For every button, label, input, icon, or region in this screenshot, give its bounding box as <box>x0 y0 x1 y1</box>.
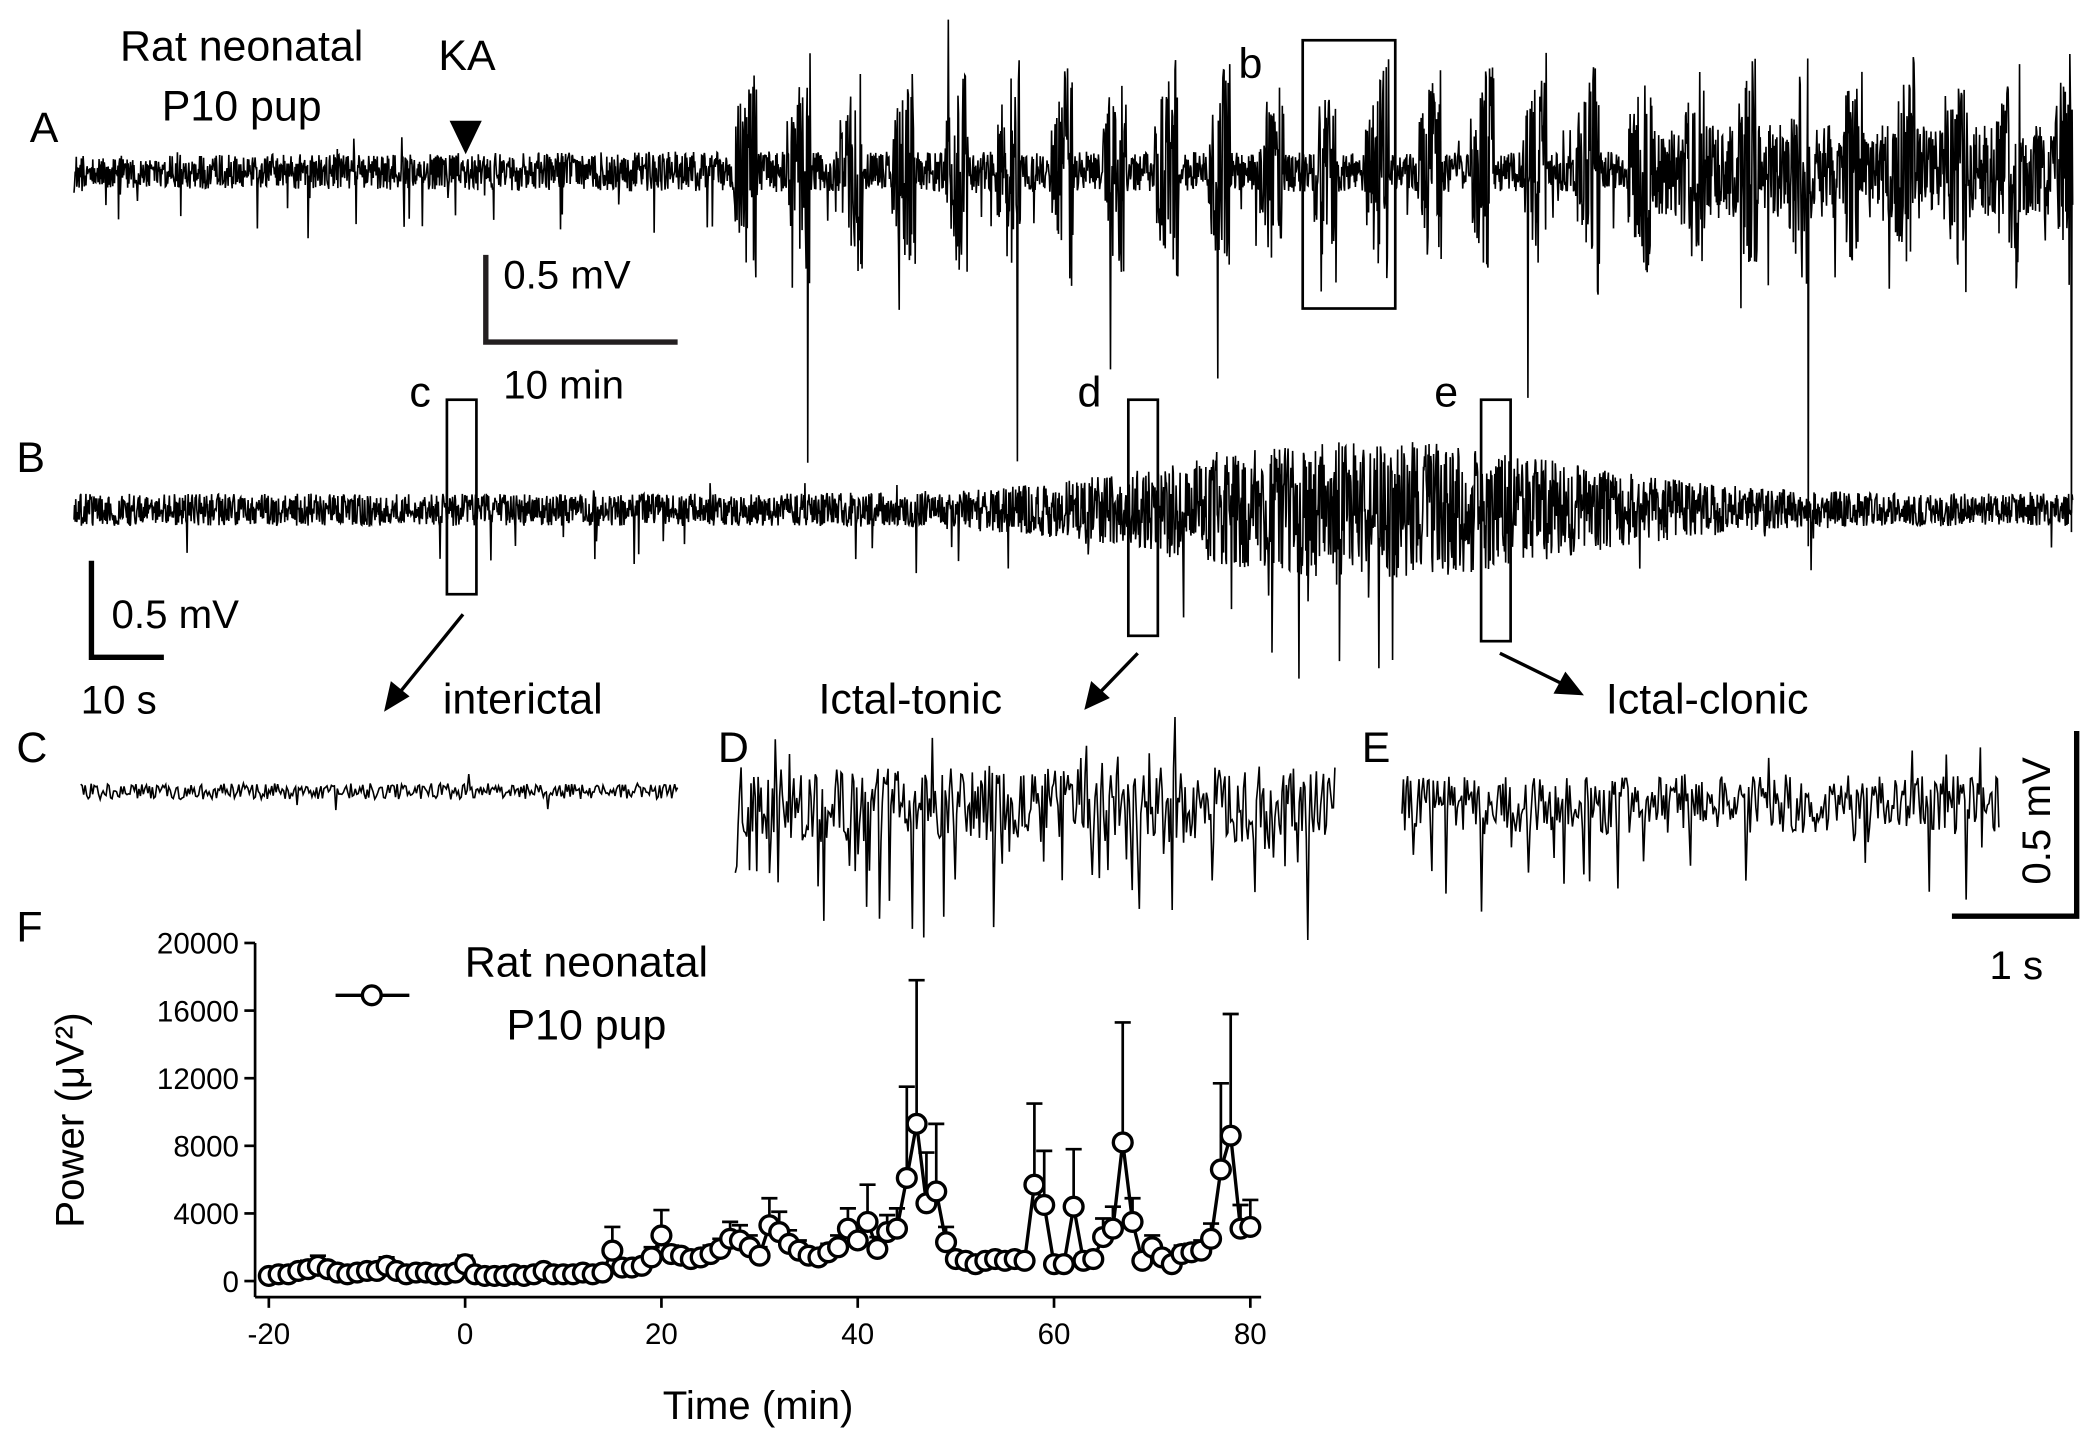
data-point <box>885 1217 909 1240</box>
caption: Ictal-tonic <box>818 676 1002 724</box>
data-point <box>1209 1158 1232 1181</box>
data-point <box>601 1239 624 1262</box>
scale-label: 0.5 mV <box>2014 757 2059 885</box>
error-bar <box>898 1085 915 1178</box>
traces <box>73 19 2074 941</box>
arrowhead <box>449 120 482 155</box>
data-point <box>905 1112 928 1135</box>
data-point <box>895 1166 918 1190</box>
legend-label: Rat neonatal P10 pup <box>465 939 708 1050</box>
error-bar <box>1222 1012 1239 1136</box>
x-tick-label: -20 <box>248 1318 291 1351</box>
error-bar <box>1114 1021 1131 1143</box>
caption: interictal <box>443 676 603 724</box>
legend-marker <box>360 984 383 1007</box>
data-point <box>591 1261 614 1284</box>
x-tick-label: 60 <box>1038 1318 1071 1351</box>
data-point <box>827 1236 850 1259</box>
error-bar <box>1212 1081 1229 1170</box>
data-point <box>748 1244 771 1267</box>
y-tick-label: 20000 <box>157 928 239 961</box>
drug-marker: KA <box>438 32 496 80</box>
panel-label: B <box>16 434 45 482</box>
panel-label: D <box>718 724 749 772</box>
panel-title: Rat neonatal <box>120 22 363 70</box>
data-point <box>1219 1124 1242 1147</box>
eeg-trace <box>73 442 2074 679</box>
panel-label: F <box>16 904 42 952</box>
scale-label: 10 min <box>503 362 624 407</box>
data-point <box>1033 1193 1056 1217</box>
panel-title: P10 pup <box>162 83 322 131</box>
data-point <box>1199 1227 1223 1250</box>
data-point <box>934 1231 958 1254</box>
data-point <box>925 1180 948 1203</box>
scale-bar <box>1951 731 2080 919</box>
eeg-trace <box>73 19 2074 547</box>
scale-label: 0.5 mV <box>503 252 631 297</box>
error-bar <box>908 978 925 1124</box>
y-tick-label: 4000 <box>173 1198 239 1231</box>
y-tick-label: 12000 <box>157 1063 239 1096</box>
data-point <box>846 1229 869 1252</box>
eeg-trace <box>734 716 1336 941</box>
box-label: c <box>409 368 430 416</box>
data-point <box>1013 1249 1036 1272</box>
x-tick-label: 0 <box>457 1318 473 1351</box>
y-axis-label: Power (μV²) <box>47 1012 92 1227</box>
data-point <box>856 1210 879 1233</box>
scale-bar <box>483 254 678 345</box>
panel-label: A <box>30 104 59 152</box>
scale-bar <box>88 560 164 660</box>
data-point <box>866 1237 889 1260</box>
y-tick-label: 16000 <box>157 995 239 1028</box>
data-point <box>1101 1217 1124 1240</box>
zoom-box <box>445 398 478 596</box>
caption: Ictal-clonic <box>1606 676 1809 724</box>
arrows <box>384 613 1584 712</box>
data-point <box>640 1246 663 1269</box>
data-point <box>1111 1131 1134 1154</box>
data-point <box>1082 1248 1105 1271</box>
y-tick-label: 0 <box>223 1266 239 1299</box>
x-tick-label: 80 <box>1234 1318 1267 1351</box>
box-label: d <box>1077 368 1101 416</box>
y-tick-label: 8000 <box>173 1131 239 1164</box>
scale-label: 0.5 mV <box>112 592 240 637</box>
data-point <box>1062 1195 1085 1218</box>
scale-label: 10 s <box>81 678 157 723</box>
x-tick-label: 20 <box>645 1318 678 1351</box>
data-point <box>650 1224 673 1247</box>
error-bar <box>1026 1102 1043 1185</box>
box-label: e <box>1434 368 1458 416</box>
x-axis-label: Time (min) <box>663 1383 854 1428</box>
x-tick-label: 40 <box>841 1318 874 1351</box>
scale-label: 1 s <box>1989 943 2043 988</box>
data-point <box>1023 1173 1046 1196</box>
eeg-trace <box>1401 747 2000 912</box>
zoom-box <box>1126 398 1160 638</box>
panel-label: E <box>1362 724 1391 772</box>
error-bar <box>928 1122 945 1192</box>
data-point <box>1121 1210 1144 1233</box>
data-point <box>1052 1253 1075 1276</box>
data-point <box>1239 1215 1262 1239</box>
panel-label: C <box>16 724 47 772</box>
eeg-trace <box>80 774 679 811</box>
box-label: b <box>1238 40 1262 88</box>
power-chart: 0 4000 8000 12000 16000 20000 -20 0 20 40 60 80 Time… <box>47 928 1266 1428</box>
